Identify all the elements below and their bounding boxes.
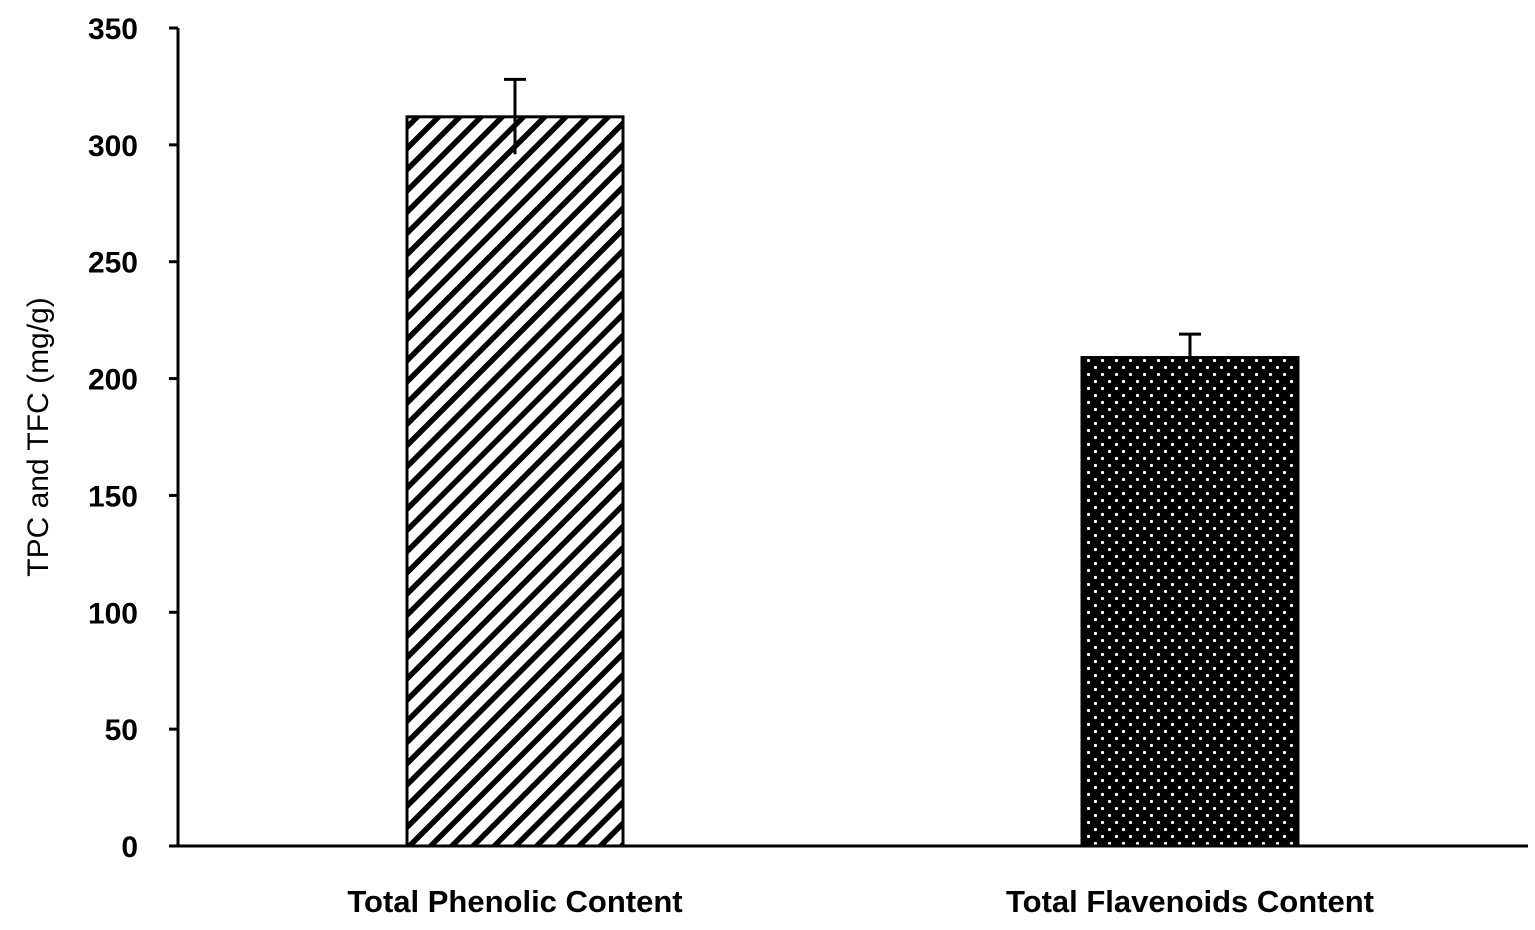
y-tick-label: 300 [88, 130, 138, 163]
x-category-label: Total Phenolic Content [347, 884, 682, 919]
y-axis-label: TPC and TFC (mg/g) [22, 297, 55, 577]
bars [405, 77, 1300, 848]
y-tick-label: 350 [88, 13, 138, 46]
y-tick-label: 0 [121, 831, 138, 864]
y-tick-label: 250 [88, 247, 138, 280]
axes [169, 26, 1528, 848]
y-tick-label: 150 [88, 480, 138, 513]
bar [1080, 356, 1300, 848]
y-tick-label: 50 [105, 714, 138, 747]
y-tick-label: 100 [88, 597, 138, 630]
x-category-label: Total Flavenoids Content [1006, 884, 1374, 919]
y-tick-label: 200 [88, 364, 138, 397]
labels: 0 50 100 150 200 250 300 350 Total Phenolic Cont… [88, 13, 1374, 919]
bar [405, 115, 625, 848]
